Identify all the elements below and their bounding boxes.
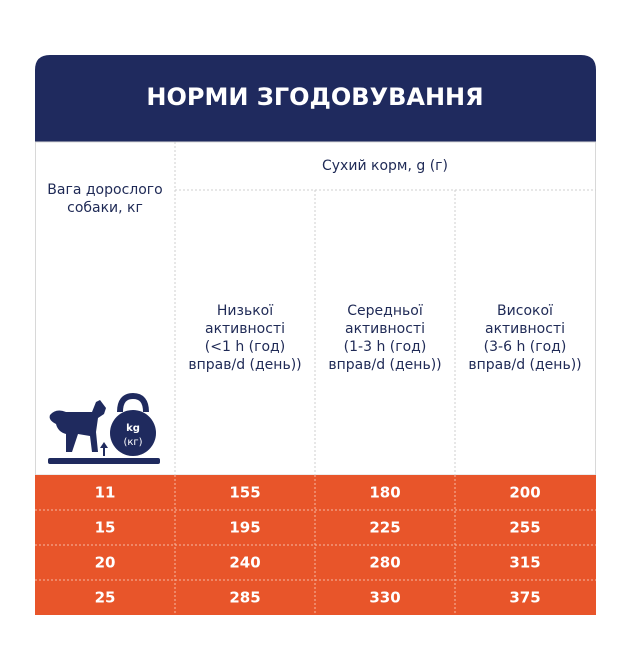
- column-header: Високої: [497, 303, 553, 319]
- cell: 200: [509, 484, 540, 502]
- cell: 315: [509, 554, 540, 572]
- cell: 240: [229, 554, 260, 572]
- column-header: активності: [345, 321, 425, 337]
- cell: 180: [369, 484, 400, 502]
- column-header: Середньої: [347, 303, 423, 319]
- cell: 155: [229, 484, 260, 502]
- header-band: [35, 55, 596, 142]
- cell: 255: [509, 519, 540, 537]
- cell: 285: [229, 589, 260, 607]
- column-header: (3-6 h (год): [484, 339, 567, 355]
- column-header: активності: [485, 321, 565, 337]
- cell: 11: [95, 484, 116, 502]
- first-header: Вага дорослого: [47, 182, 162, 198]
- cell: 20: [95, 554, 116, 572]
- column-header: вправ/d (день)): [468, 357, 581, 373]
- group-header: Сухий корм, g (г): [322, 158, 448, 174]
- cell: 280: [369, 554, 400, 572]
- icon-label: (кг): [123, 437, 142, 448]
- cell: 375: [509, 589, 540, 607]
- column-header: вправ/d (день)): [328, 357, 441, 373]
- column-header: вправ/d (день)): [188, 357, 301, 373]
- cell: 195: [229, 519, 260, 537]
- dog-weight-icon: kg (кг): [48, 392, 160, 464]
- cell: 15: [95, 519, 116, 537]
- cell: 225: [369, 519, 400, 537]
- cell: 25: [95, 589, 116, 607]
- icon-label: kg: [126, 423, 140, 434]
- column-header: (<1 h (год): [205, 339, 285, 355]
- column-header: (1-3 h (год): [344, 339, 427, 355]
- cell: 330: [369, 589, 400, 607]
- title: НОРМИ ЗГОДОВУВАННЯ: [146, 83, 483, 111]
- column-header: Низької: [217, 303, 273, 319]
- column-header: активності: [205, 321, 285, 337]
- first-header: собаки, кг: [67, 200, 143, 216]
